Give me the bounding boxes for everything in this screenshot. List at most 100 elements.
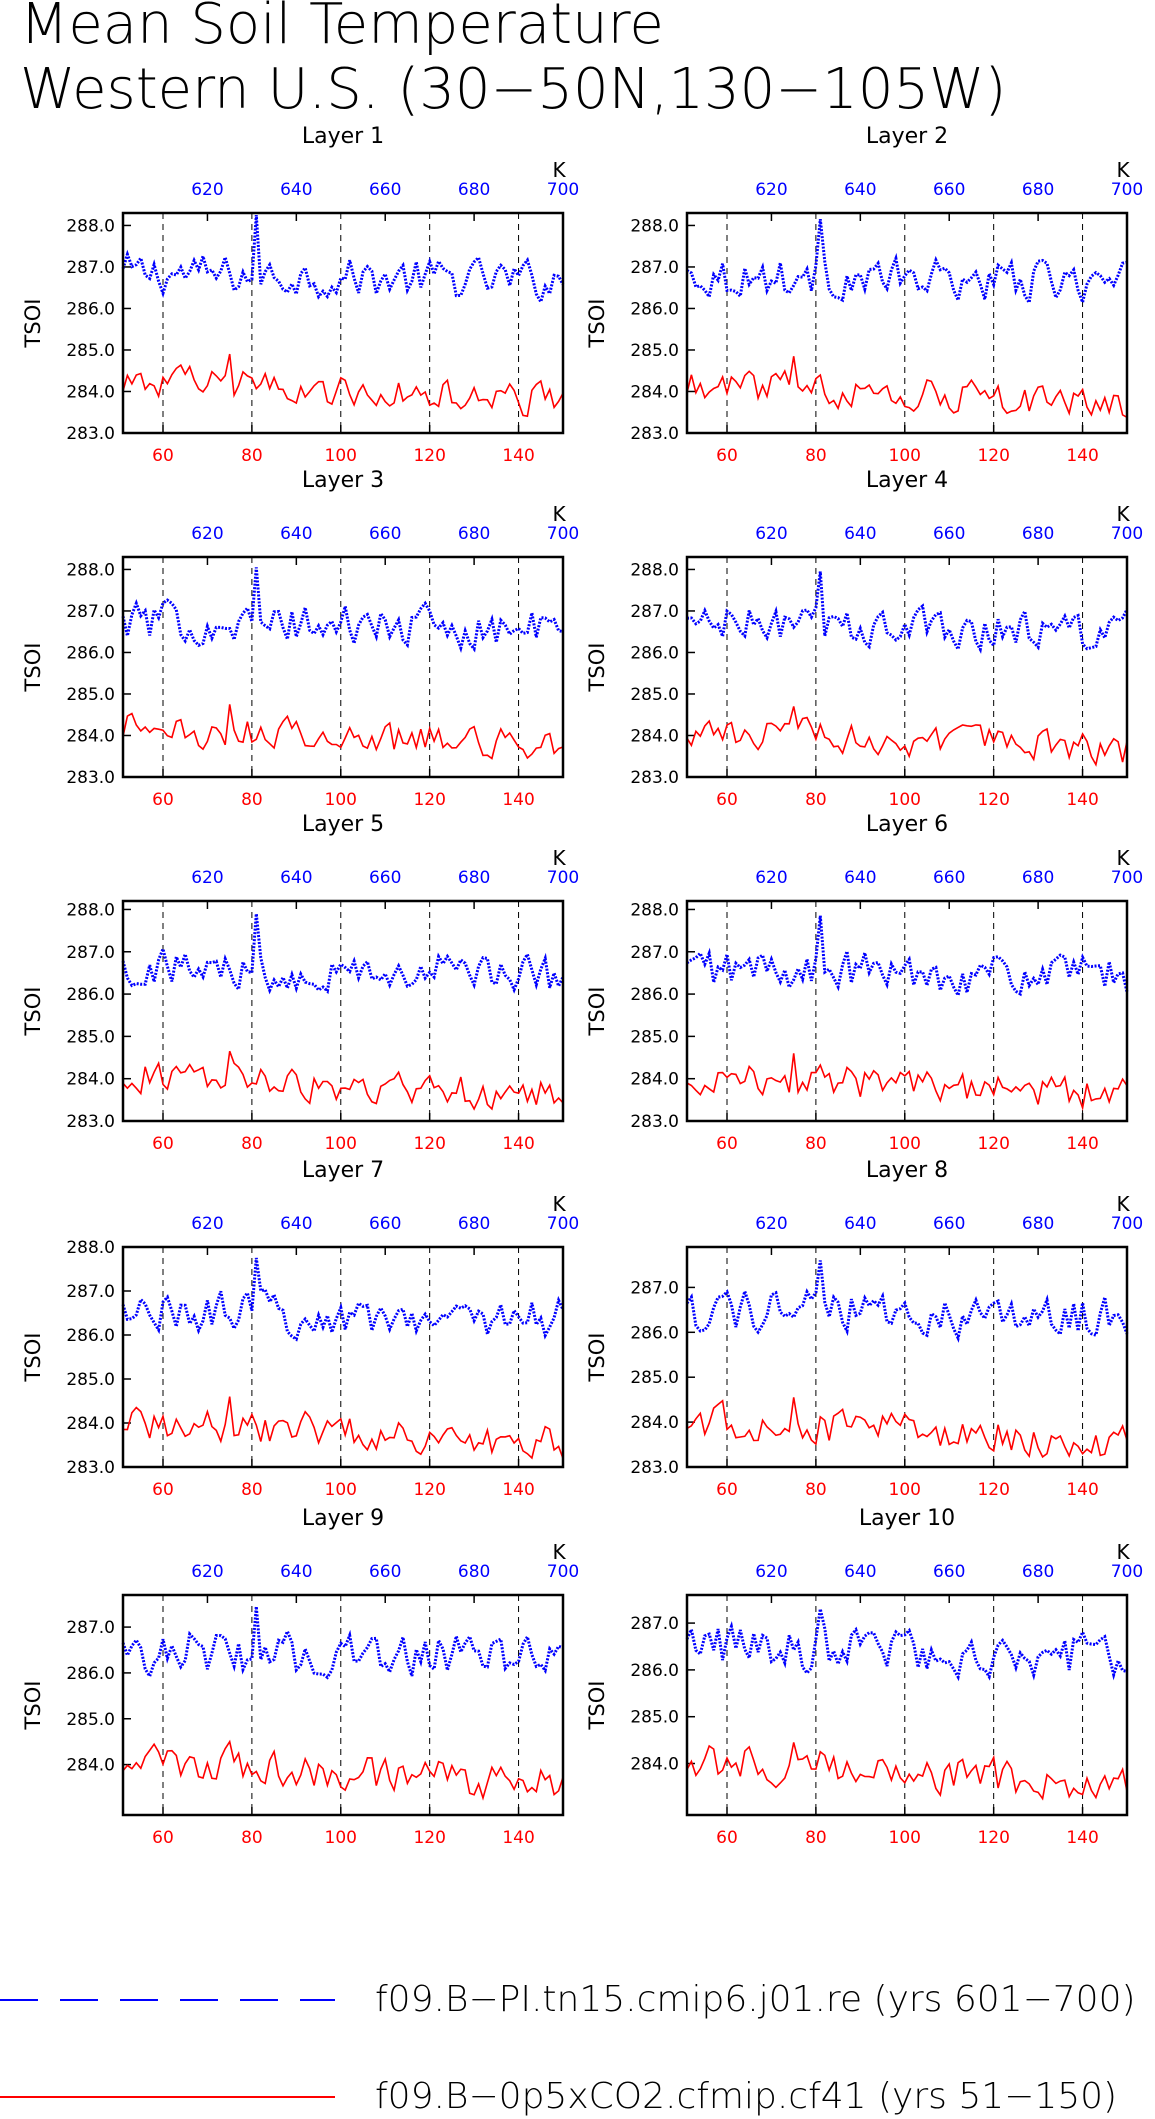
- y-tick-label: 284.0: [630, 1070, 679, 1090]
- y-axis-label: TSOI: [21, 987, 45, 1037]
- y-tick-label: 288.0: [630, 900, 679, 920]
- x2-tick-label: 660: [933, 1562, 965, 1582]
- panel-layer-2: Layer 2 K 60 80 100 120 140 620 640 660 680 700 283.…: [585, 124, 1143, 466]
- plot-frame: [685, 1593, 1129, 1817]
- x2-tick-label: 620: [191, 868, 223, 888]
- x-tick-label: 60: [152, 1828, 174, 1848]
- x2-tick-label: 640: [280, 1214, 312, 1234]
- y-tick-label: 284.0: [66, 382, 115, 402]
- y-tick-label: 283.0: [630, 1458, 679, 1478]
- panel-title: Layer 7: [302, 1158, 384, 1183]
- y-tick-label: 285.0: [66, 341, 115, 361]
- x2-tick-label: 660: [369, 180, 401, 200]
- x2-tick-label: 660: [933, 524, 965, 544]
- panel-title: Layer 1: [302, 124, 384, 149]
- x-tick-label: 120: [977, 1828, 1009, 1848]
- y-tick-label: 287.0: [630, 1614, 679, 1634]
- series-line-pi: [121, 913, 565, 995]
- x-tick-label: 140: [1066, 446, 1098, 466]
- x-tick-label: 140: [502, 1828, 534, 1848]
- x-tick-label: 60: [152, 1134, 174, 1154]
- x2-tick-label: 660: [369, 868, 401, 888]
- y-tick-label: 285.0: [66, 1710, 115, 1730]
- y-tick-label: 287.0: [66, 943, 115, 963]
- legend-label-co2: f09.B−0p5xCO2.cfmip.cf41 (yrs 51−150): [375, 2076, 1117, 2117]
- x-tick-label: 60: [152, 790, 174, 810]
- x-tick-label: 100: [889, 790, 921, 810]
- k-label: K: [552, 1540, 566, 1564]
- x2-tick-label: 620: [755, 180, 787, 200]
- y-tick-label: 287.0: [630, 602, 679, 622]
- x2-tick-label: 680: [458, 180, 490, 200]
- y-tick-label: 288.0: [630, 560, 679, 580]
- x-tick-label: 120: [413, 1134, 445, 1154]
- x2-tick-label: 660: [369, 1562, 401, 1582]
- y-axis-label: TSOI: [585, 299, 609, 349]
- panel-title: Layer 4: [866, 468, 948, 493]
- y-tick-label: 284.0: [66, 1414, 115, 1434]
- y-tick-label: 288.0: [66, 560, 115, 580]
- series-line-co2: [686, 706, 1128, 767]
- series-line-co2: [122, 1396, 564, 1460]
- x2-tick-label: 680: [458, 524, 490, 544]
- x2-tick-label: 620: [755, 868, 787, 888]
- y-tick-label: 283.0: [66, 1458, 115, 1478]
- x-tick-label: 100: [325, 446, 357, 466]
- series-line-pi: [686, 219, 1128, 308]
- y-tick-label: 288.0: [630, 216, 679, 236]
- x2-tick-label: 640: [280, 868, 312, 888]
- x2-tick-label: 700: [1111, 180, 1143, 200]
- x2-tick-label: 660: [933, 180, 965, 200]
- series-line-co2: [686, 1742, 1128, 1801]
- x2-tick-label: 700: [547, 524, 579, 544]
- y-tick-label: 286.0: [630, 643, 679, 663]
- series-line-pi: [685, 1608, 1128, 1682]
- series-line-co2: [122, 1050, 564, 1111]
- panel-layer-5: Layer 5 K 60 80 100 120 140 620 640 660 680 700 283.…: [21, 812, 579, 1154]
- y-tick-label: 283.0: [66, 1112, 115, 1132]
- x-tick-label: 120: [977, 446, 1009, 466]
- x-tick-label: 140: [1066, 1134, 1098, 1154]
- series-line-co2: [686, 1053, 1128, 1112]
- x2-tick-label: 700: [1111, 524, 1143, 544]
- x2-tick-label: 640: [844, 180, 876, 200]
- x-tick-label: 120: [977, 790, 1009, 810]
- y-tick-label: 284.0: [630, 726, 679, 746]
- panel-grid: Layer 1 K 60 80 100 120 140 620 640 660 680 700 283.…: [21, 124, 1143, 1848]
- x-tick-label: 80: [241, 1828, 263, 1848]
- x-tick-label: 80: [241, 1480, 263, 1500]
- x2-tick-label: 700: [547, 180, 579, 200]
- series-line-co2: [686, 356, 1128, 419]
- x2-tick-label: 640: [280, 1562, 312, 1582]
- x-tick-label: 120: [413, 790, 445, 810]
- panel-title: Layer 10: [859, 1506, 955, 1531]
- plot-frame: [121, 211, 565, 435]
- series-line-co2: [122, 704, 564, 760]
- k-label: K: [552, 1192, 566, 1216]
- x-tick-label: 60: [716, 446, 738, 466]
- series-line-pi: [686, 915, 1129, 1000]
- y-tick-label: 284.0: [630, 1413, 679, 1433]
- x-tick-label: 100: [325, 1828, 357, 1848]
- x-tick-label: 100: [889, 1134, 921, 1154]
- series-line-co2: [122, 1739, 564, 1801]
- y-tick-label: 284.0: [66, 1756, 115, 1776]
- x-tick-label: 60: [152, 1480, 174, 1500]
- k-label: K: [1116, 846, 1130, 870]
- y-axis-label: TSOI: [21, 299, 45, 349]
- series-line-co2: [686, 1397, 1128, 1459]
- k-label: K: [1116, 502, 1130, 526]
- x2-tick-label: 620: [755, 1214, 787, 1234]
- k-label: K: [552, 502, 566, 526]
- x2-tick-label: 640: [280, 180, 312, 200]
- panel-layer-3: Layer 3 K 60 80 100 120 140 620 640 660 680 700 283.…: [21, 468, 579, 810]
- x-tick-label: 140: [1066, 1828, 1098, 1848]
- x2-tick-label: 640: [844, 1562, 876, 1582]
- x-tick-label: 60: [716, 790, 738, 810]
- x2-tick-label: 620: [191, 1562, 223, 1582]
- x-tick-label: 140: [502, 446, 534, 466]
- series-line-pi: [121, 1257, 565, 1342]
- plot-frame: [121, 1593, 565, 1817]
- y-tick-label: 287.0: [630, 1278, 679, 1298]
- y-tick-label: 284.0: [66, 726, 115, 746]
